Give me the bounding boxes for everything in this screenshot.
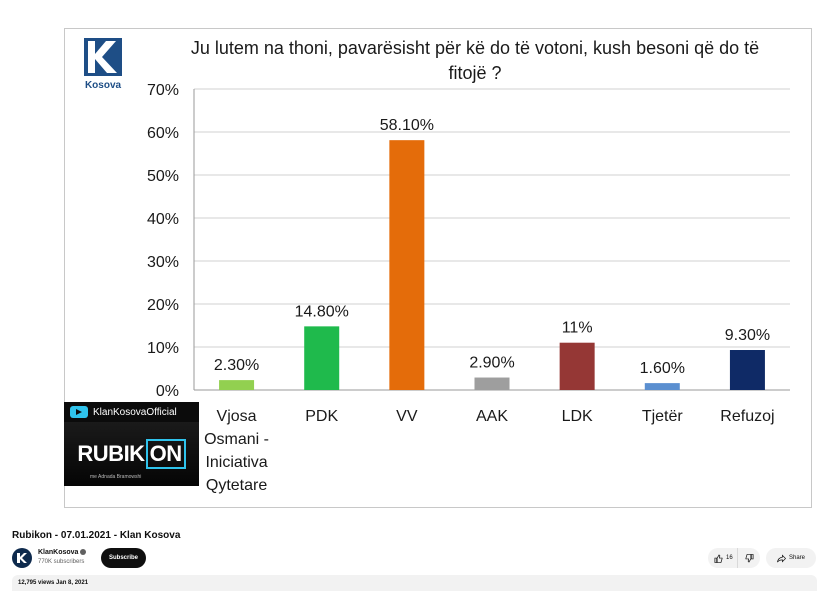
y-tick-label: 10% (147, 340, 179, 357)
chart-title-line: fitojë ? (448, 63, 501, 83)
k-logo-icon: Kosova (84, 38, 122, 91)
bar-chart: Ju lutem na thoni, pavarësisht për kë do… (147, 38, 790, 494)
brand-wordmark: RUBIK ON (77, 439, 186, 469)
dislike-button[interactable] (737, 548, 760, 568)
like-count: 16 (726, 555, 733, 561)
y-tick-label: 40% (147, 211, 179, 228)
y-tick-label: 50% (147, 168, 179, 185)
x-tick-label: LDK (562, 408, 593, 425)
subscribe-button[interactable]: Subscribe (101, 548, 147, 568)
overlay-brand: RUBIK ON me Adnada Bramowshi (64, 422, 199, 486)
verified-check-icon (80, 549, 87, 556)
y-tick-label: 70% (147, 82, 179, 99)
data-label: 2.90% (469, 355, 514, 372)
x-tick-label: Refuzoj (720, 408, 774, 425)
y-tick-label: 30% (147, 254, 179, 271)
y-tick-label: 0% (156, 383, 179, 400)
video-title: Rubikon - 07.01.2021 - Klan Kosova (12, 530, 181, 541)
share-arrow-icon (777, 553, 786, 563)
brand-on-text: ON (145, 439, 186, 469)
share-label: Share (788, 555, 805, 561)
bar (304, 326, 340, 390)
like-dislike-group: 16 (708, 548, 760, 568)
bar (219, 380, 255, 390)
channel-row: KlanKosova 770K subscribers Subscribe 16… (12, 548, 817, 568)
channel-name-text[interactable]: KlanKosova (38, 549, 79, 556)
bar (389, 140, 425, 390)
data-label: 1.60% (640, 360, 685, 377)
x-tick-label: Vjosa (217, 408, 257, 425)
logo-text: Kosova (85, 80, 122, 91)
x-tick-label: Tjetër (642, 408, 684, 425)
y-tick-label: 20% (147, 297, 179, 314)
channel-name[interactable]: KlanKosova (38, 549, 87, 556)
subscriber-count: 770K subscribers (38, 559, 85, 565)
thumbs-up-icon (714, 553, 723, 563)
description-box[interactable]: 12,795 views Jan 8, 2021 (12, 575, 817, 591)
data-label: 2.30% (214, 357, 259, 374)
x-tick-label: VV (396, 408, 418, 425)
like-button[interactable]: 16 (708, 553, 737, 563)
avatar-k-icon (17, 553, 27, 563)
x-tick-label: Osmani - (204, 431, 269, 448)
bar (559, 342, 595, 390)
x-tick-label: AAK (476, 408, 508, 425)
bar (729, 350, 765, 390)
overlay-channel-bar: KlanKosovaOfficial (64, 402, 199, 422)
brand-main-text: RUBIK (77, 441, 145, 466)
overlay-channel-handle: KlanKosovaOfficial (93, 406, 177, 418)
video-frame[interactable]: Ju lutem na thoni, pavarësisht për kë do… (0, 0, 817, 520)
thumbs-down-icon (745, 553, 754, 563)
share-button[interactable]: Share (766, 548, 816, 568)
bar (474, 377, 510, 390)
x-tick-label: Qytetare (206, 477, 267, 494)
bar (644, 383, 680, 390)
y-tick-label: 60% (147, 125, 179, 142)
klan-kosova-logo: Kosova (82, 38, 126, 92)
data-label: 9.30% (725, 327, 770, 344)
youtube-icon (70, 406, 88, 418)
x-tick-label: PDK (305, 408, 338, 425)
brand-subtitle: me Adnada Bramowshi (90, 474, 142, 480)
views-and-date: 12,795 views Jan 8, 2021 (18, 580, 89, 586)
chart-title-line: Ju lutem na thoni, pavarësisht për kë do… (191, 38, 759, 58)
rubikon-overlay: KlanKosovaOfficial RUBIK ON me Adnada Bra… (64, 402, 199, 486)
channel-avatar[interactable] (12, 548, 32, 568)
data-label: 58.10% (380, 117, 434, 134)
data-label: 14.80% (295, 303, 349, 320)
data-label: 11% (562, 320, 593, 337)
x-tick-label: Iniciativa (205, 454, 267, 471)
